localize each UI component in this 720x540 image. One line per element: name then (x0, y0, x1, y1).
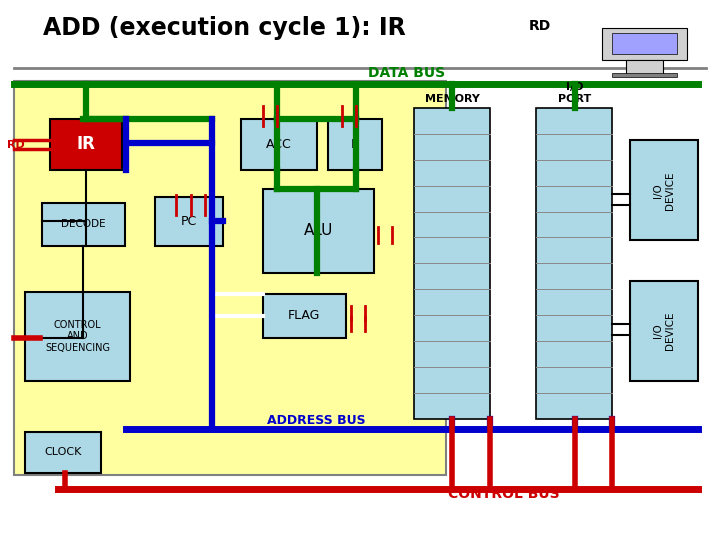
Text: RD: RD (7, 140, 25, 150)
FancyBboxPatch shape (414, 108, 490, 418)
Text: FLAG: FLAG (288, 309, 320, 322)
Text: IR: IR (77, 136, 96, 153)
FancyBboxPatch shape (263, 189, 374, 273)
Text: PC: PC (181, 215, 197, 228)
Bar (612, 33, 677, 54)
Text: DECODE: DECODE (61, 219, 105, 229)
FancyBboxPatch shape (25, 292, 130, 381)
Bar (626, 60, 663, 75)
FancyBboxPatch shape (50, 119, 122, 170)
Text: CLOCK: CLOCK (45, 447, 81, 457)
Text: DATA BUS: DATA BUS (368, 66, 446, 80)
FancyBboxPatch shape (630, 140, 698, 240)
FancyBboxPatch shape (25, 432, 101, 472)
Text: I/O
DEVICE: I/O DEVICE (654, 171, 675, 210)
FancyBboxPatch shape (263, 294, 346, 338)
Text: RD: RD (529, 19, 552, 33)
Text: B: B (351, 138, 359, 151)
FancyBboxPatch shape (155, 197, 223, 246)
Bar (612, 73, 677, 77)
Text: MEMORY: MEMORY (425, 93, 480, 104)
Text: I/O
PORT: I/O PORT (558, 82, 591, 104)
FancyBboxPatch shape (241, 119, 317, 170)
FancyBboxPatch shape (630, 281, 698, 381)
FancyBboxPatch shape (328, 119, 382, 170)
FancyBboxPatch shape (536, 108, 612, 418)
Text: ADD (execution cycle 1): IR: ADD (execution cycle 1): IR (43, 16, 406, 40)
Text: I/O
DEVICE: I/O DEVICE (654, 312, 675, 350)
FancyBboxPatch shape (14, 81, 446, 475)
FancyBboxPatch shape (42, 202, 125, 246)
Text: CONTROL
AND
SEQUENCING: CONTROL AND SEQUENCING (45, 320, 110, 353)
Text: ADDRESS BUS: ADDRESS BUS (268, 414, 366, 427)
Bar (602, 28, 686, 60)
Text: CONTROL BUS: CONTROL BUS (448, 487, 560, 501)
Text: ALU: ALU (304, 224, 333, 238)
Text: ACC: ACC (266, 138, 292, 151)
